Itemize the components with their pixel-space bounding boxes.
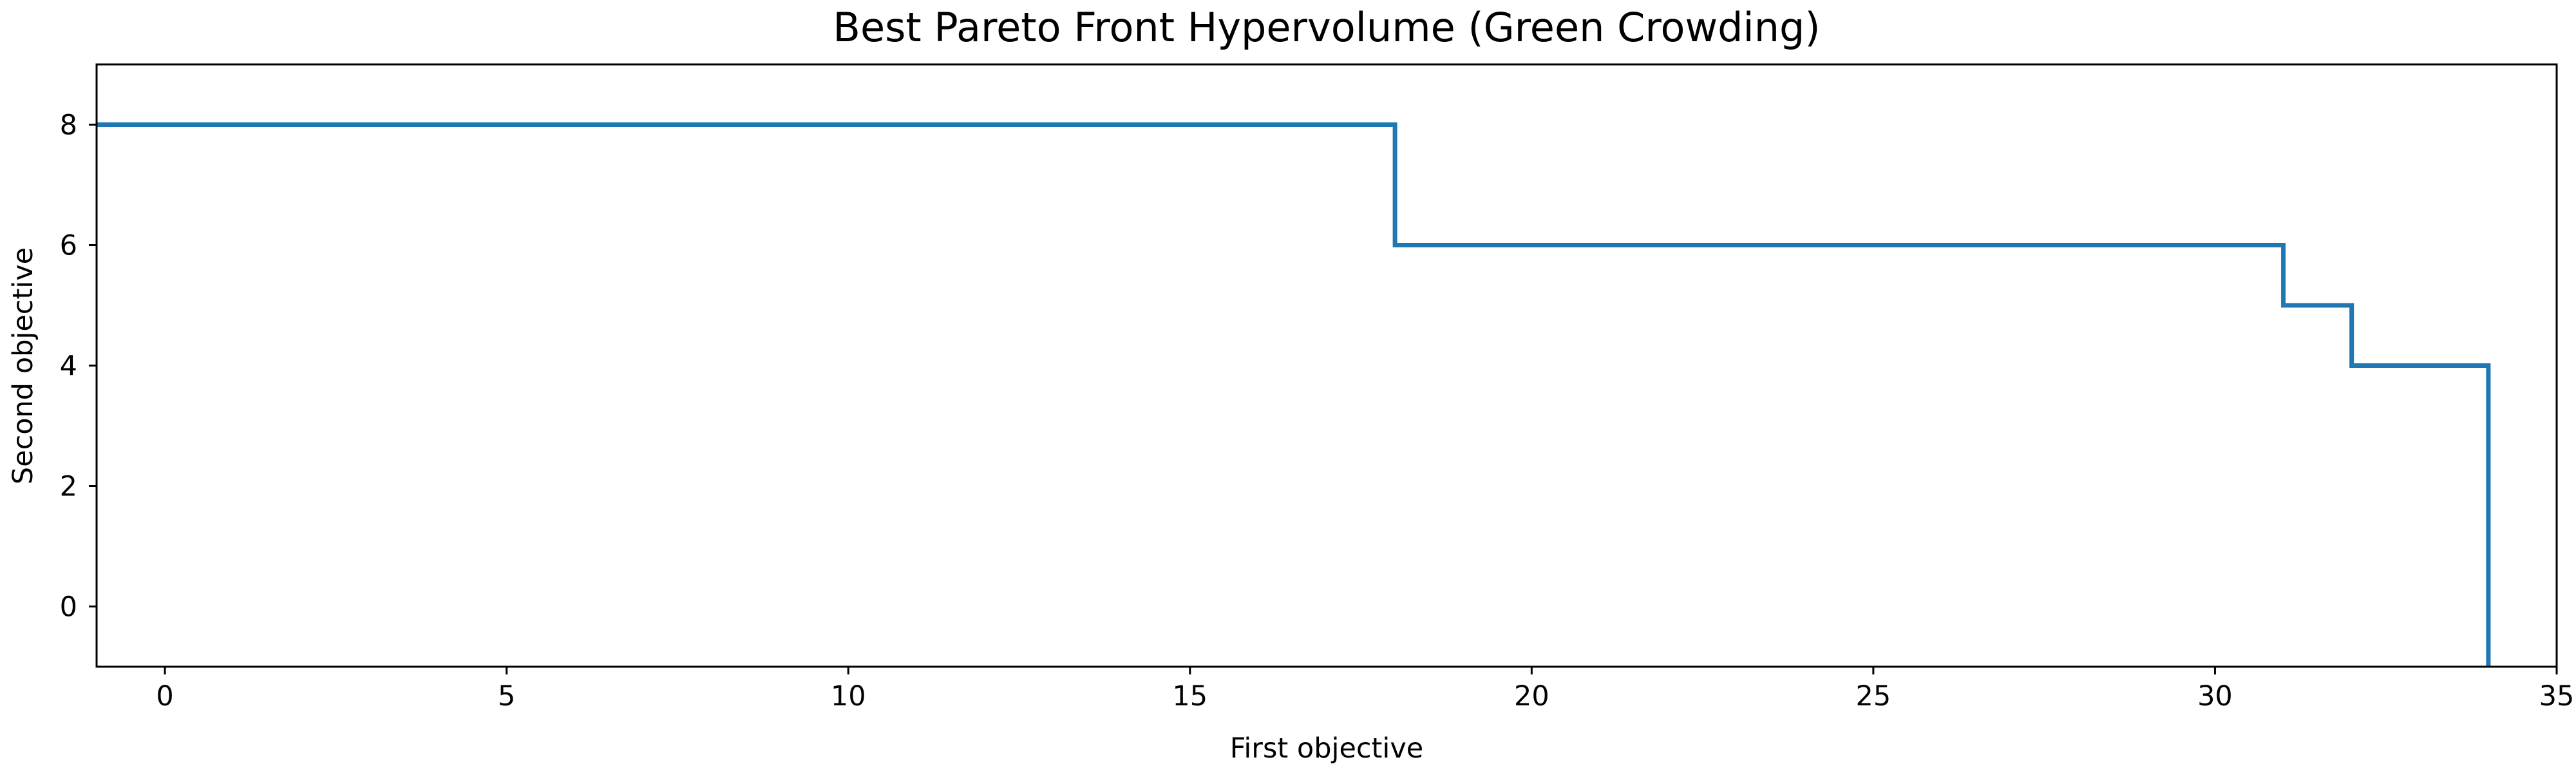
- x-axis-label: First objective: [1230, 732, 1424, 765]
- plot-area: [95, 63, 2558, 668]
- x-tick-label: 0: [156, 680, 173, 712]
- x-tick-label: 35: [2539, 680, 2575, 712]
- x-tick-label: 20: [1514, 680, 1549, 712]
- y-tick-label: 6: [60, 230, 77, 262]
- x-axis-ticks: 0 5 10 15 20 25 30 35: [156, 667, 2574, 712]
- x-tick-label: 10: [831, 680, 866, 712]
- x-tick-label: 25: [1856, 680, 1891, 712]
- series-layer: [97, 122, 2491, 667]
- chart-title: Best Pareto Front Hypervolume (Green Cro…: [833, 4, 1820, 51]
- y-tick-label: 8: [60, 110, 77, 142]
- y-axis-ticks: 0 2 4 6 8: [60, 110, 97, 624]
- y-axis-label: Second objective: [7, 247, 39, 484]
- x-tick-label: 15: [1172, 680, 1208, 712]
- x-tick-label: 30: [2197, 680, 2233, 712]
- y-tick-label: 0: [60, 591, 77, 624]
- series-line-0: [97, 122, 2491, 667]
- y-tick-label: 4: [60, 350, 77, 383]
- y-tick-label: 2: [60, 471, 77, 503]
- x-tick-label: 5: [498, 680, 515, 712]
- axes-frame: [95, 63, 2558, 668]
